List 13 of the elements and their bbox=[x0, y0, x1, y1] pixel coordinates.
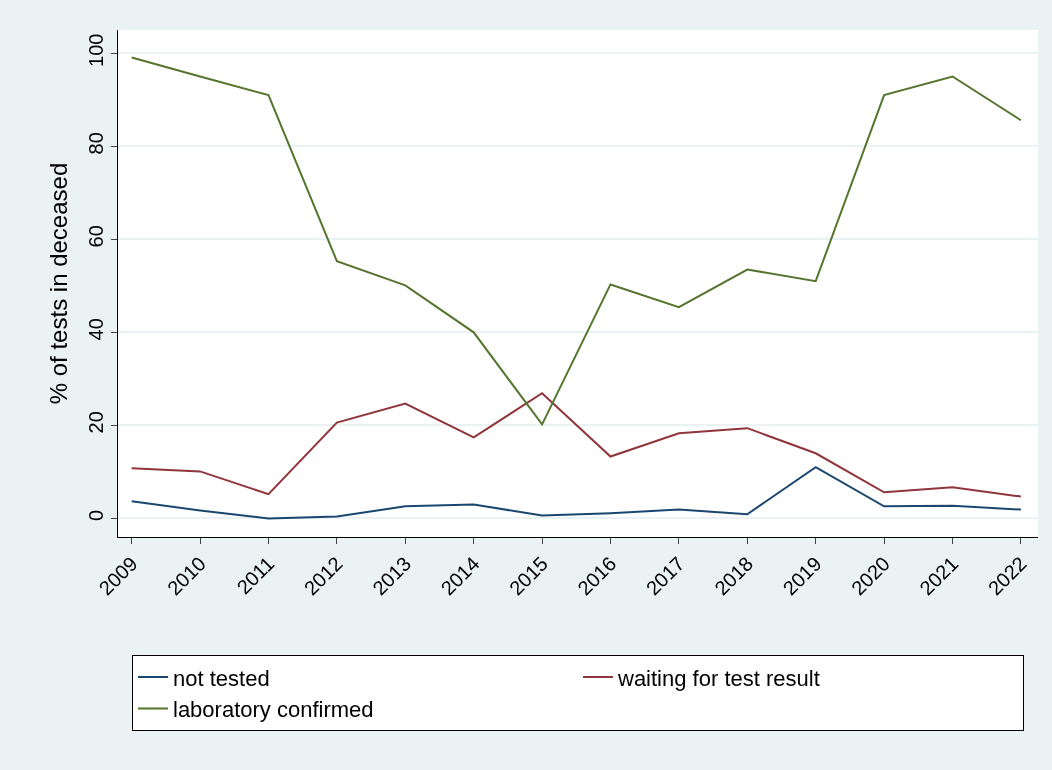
y-tick-label: 20 bbox=[85, 411, 107, 434]
line-series bbox=[130, 466, 1022, 520]
legend-label: waiting for test result bbox=[617, 665, 820, 691]
y-tick-label: 80 bbox=[85, 132, 107, 155]
legend-label: laboratory confirmed bbox=[173, 697, 374, 723]
y-tick-label: 60 bbox=[85, 225, 107, 248]
legend-label: not tested bbox=[173, 665, 270, 691]
y-tick-label: 0 bbox=[85, 509, 107, 521]
y-tick-label: 100 bbox=[85, 33, 107, 67]
line-series bbox=[130, 392, 1022, 498]
y-tick-label: 40 bbox=[85, 318, 107, 341]
line-series bbox=[130, 56, 1022, 426]
y-axis-title: % of tests in deceased bbox=[45, 162, 73, 405]
